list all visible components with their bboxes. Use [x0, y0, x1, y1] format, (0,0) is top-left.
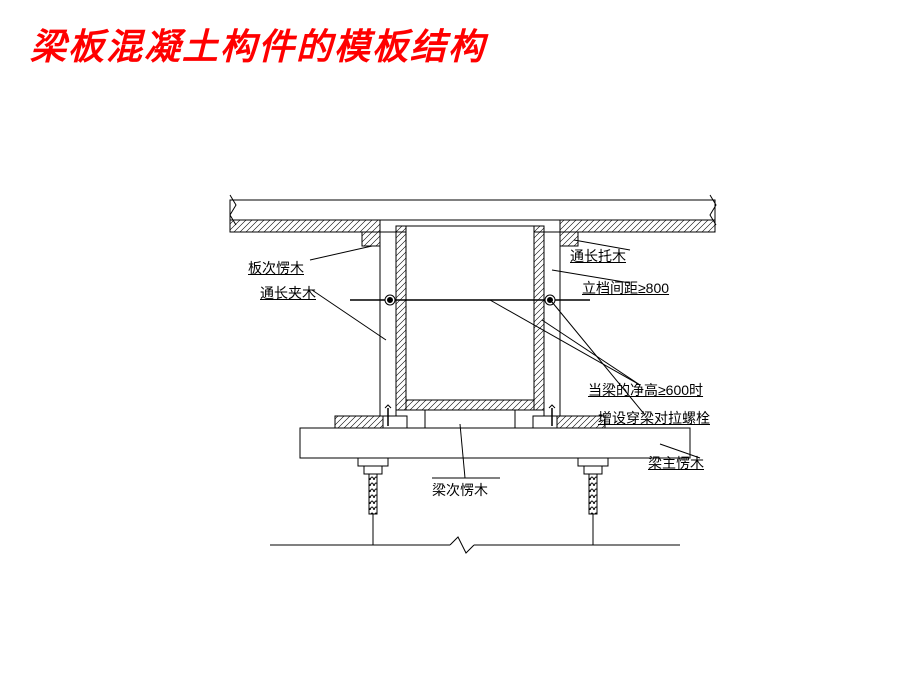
label-upright-spacing: 立档间距≥800 [582, 278, 669, 298]
formwork-diagram [190, 180, 750, 620]
page-title: 梁板混凝土构件的模板结构 [30, 18, 486, 70]
label-through-bracket: 通长托木 [570, 246, 626, 266]
label-tie-bolt: 增设穿梁对拉螺栓 [598, 408, 710, 428]
label-beam-secondary: 梁次愣木 [432, 480, 488, 500]
label-slab-secondary: 板次愣木 [248, 258, 304, 278]
label-beam-height: 当梁的净高≥600时 [588, 380, 703, 400]
label-beam-main: 梁主愣木 [648, 453, 704, 473]
label-through-clamp: 通长夹木 [260, 283, 316, 303]
